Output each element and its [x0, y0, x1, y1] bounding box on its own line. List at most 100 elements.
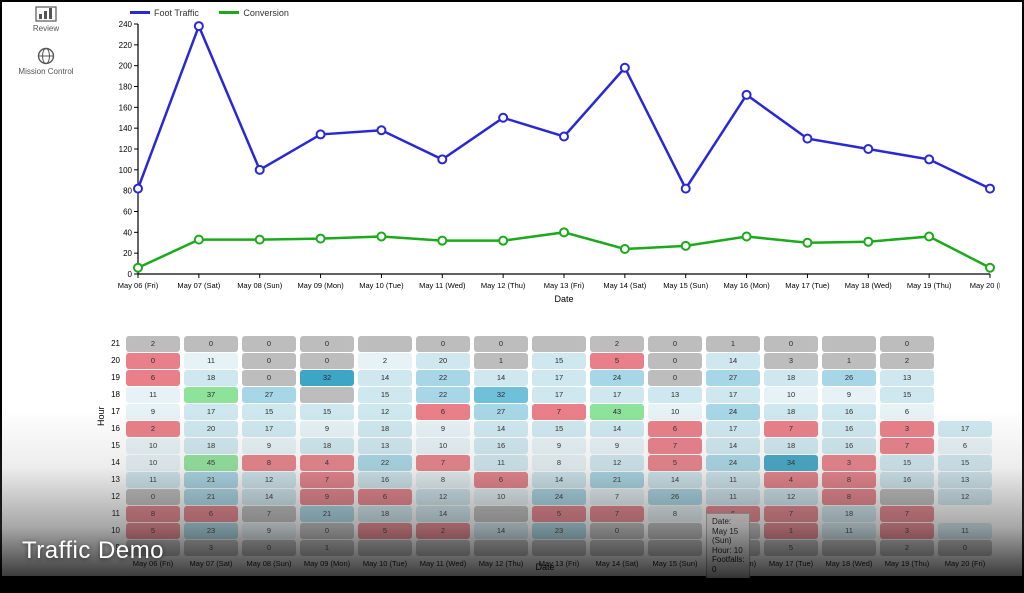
heatmap-cell[interactable]: 11	[126, 472, 180, 488]
heatmap-cell[interactable]: 2	[880, 353, 934, 369]
heatmap-cell[interactable]: 11	[126, 387, 180, 403]
heatmap-cell[interactable]: 3	[184, 540, 238, 556]
heatmap-cell[interactable]: 14	[590, 421, 644, 437]
heatmap-cell[interactable]: 15	[358, 387, 412, 403]
heatmap-cell[interactable]: 7	[764, 421, 818, 437]
heatmap-cell[interactable]: 10	[648, 404, 702, 420]
heatmap-cell[interactable]: 1	[474, 353, 528, 369]
heatmap-cell[interactable]: 18	[358, 421, 412, 437]
heatmap-cell[interactable]: 7	[880, 438, 934, 454]
heatmap-cell[interactable]: 1	[764, 523, 818, 539]
heatmap-cell[interactable]: 2	[126, 421, 180, 437]
heatmap-cell[interactable]: 0	[938, 540, 992, 556]
heatmap-cell[interactable]: 9	[126, 404, 180, 420]
heatmap-cell[interactable]: 1	[822, 353, 876, 369]
heatmap-cell[interactable]: 9	[300, 489, 354, 505]
heatmap-cell[interactable]: 6	[184, 506, 238, 522]
heatmap-cell[interactable]: 24	[706, 455, 760, 471]
heatmap-cell[interactable]: 0	[764, 336, 818, 352]
heatmap-cell[interactable]: 9	[822, 387, 876, 403]
heatmap-cell[interactable]: 26	[648, 489, 702, 505]
heatmap-cell[interactable]: 14	[706, 353, 760, 369]
heatmap-cell[interactable]: 17	[242, 421, 296, 437]
heatmap-cell[interactable]: 7	[300, 472, 354, 488]
heatmap-cell[interactable]: 11	[474, 455, 528, 471]
heatmap-cell[interactable]: 8	[242, 455, 296, 471]
heatmap-cell[interactable]	[880, 489, 934, 505]
heatmap-cell[interactable]: 15	[532, 421, 586, 437]
heatmap-cell[interactable]: 14	[474, 370, 528, 386]
heatmap-cell[interactable]: 2	[880, 540, 934, 556]
heatmap-cell[interactable]: 0	[300, 353, 354, 369]
heatmap-cell[interactable]: 2	[590, 336, 644, 352]
heatmap-cell[interactable]: 27	[242, 387, 296, 403]
heatmap-cell[interactable]: 3	[764, 353, 818, 369]
heatmap-cell[interactable]: 18	[184, 438, 238, 454]
heatmap-cell[interactable]: 8	[416, 472, 470, 488]
heatmap-cell[interactable]: 14	[474, 523, 528, 539]
heatmap-cell[interactable]: 7	[764, 506, 818, 522]
heatmap-cell[interactable]: 0	[126, 353, 180, 369]
heatmap-cell[interactable]: 2	[358, 353, 412, 369]
heatmap-cell[interactable]: 15	[880, 387, 934, 403]
heatmap-cell[interactable]: 23	[184, 523, 238, 539]
heatmap-cell[interactable]: 18	[300, 438, 354, 454]
heatmap-cell[interactable]: 0	[648, 336, 702, 352]
line-chart[interactable]: 020406080100120140160180200220240May 06 …	[90, 16, 1000, 308]
heatmap-cell[interactable]: 45	[184, 455, 238, 471]
heatmap-cell[interactable]: 16	[822, 421, 876, 437]
heatmap-cell[interactable]: 23	[532, 523, 586, 539]
heatmap-cell[interactable]: 17	[532, 387, 586, 403]
heatmap-cell[interactable]: 0	[300, 336, 354, 352]
heatmap-cell[interactable]: 11	[184, 353, 238, 369]
heatmap-cell[interactable]: 7	[590, 489, 644, 505]
heatmap-cell[interactable]: 15	[880, 455, 934, 471]
heatmap-cell[interactable]: 22	[358, 455, 412, 471]
heatmap-cell[interactable]: 12	[590, 455, 644, 471]
heatmap-cell[interactable]: 12	[358, 404, 412, 420]
heatmap-cell[interactable]: 17	[184, 404, 238, 420]
heatmap-cell[interactable]: 4	[764, 472, 818, 488]
heatmap-cell[interactable]: 17	[532, 370, 586, 386]
heatmap-cell[interactable]: 27	[706, 370, 760, 386]
heatmap-cell[interactable]: 18	[764, 438, 818, 454]
heatmap-cell[interactable]: 16	[880, 472, 934, 488]
heatmap-cell[interactable]: 16	[358, 472, 412, 488]
heatmap-cell[interactable]: 21	[184, 472, 238, 488]
sidebar-item-review[interactable]: Review	[2, 6, 90, 33]
heatmap-cell[interactable]: 8	[822, 472, 876, 488]
heatmap-cell[interactable]: 8	[126, 506, 180, 522]
heatmap-cell[interactable]: 7	[880, 506, 934, 522]
heatmap-cell[interactable]: 21	[184, 489, 238, 505]
heatmap-cell[interactable]: 9	[532, 438, 586, 454]
heatmap-cell[interactable]: 18	[822, 506, 876, 522]
heatmap-cell[interactable]: 9	[242, 438, 296, 454]
heatmap-cell[interactable]: 7	[532, 404, 586, 420]
heatmap-cell[interactable]	[822, 336, 876, 352]
heatmap-cell[interactable]	[822, 540, 876, 556]
heatmap-cell[interactable]: 16	[474, 438, 528, 454]
heatmap-cell[interactable]: 5	[358, 523, 412, 539]
heatmap-cell[interactable]	[532, 540, 586, 556]
heatmap-cell[interactable]: 10	[764, 387, 818, 403]
heatmap-cell[interactable]	[474, 506, 528, 522]
heatmap-cell[interactable]: 0	[648, 353, 702, 369]
heatmap-cell[interactable]: 26	[822, 370, 876, 386]
heatmap-cell[interactable]: 10	[126, 455, 180, 471]
heatmap-cell[interactable]: 9	[242, 523, 296, 539]
heatmap-cell[interactable]: 13	[648, 387, 702, 403]
heatmap-cell[interactable]: 20	[416, 353, 470, 369]
heatmap-cell[interactable]: 9	[416, 421, 470, 437]
heatmap-cell[interactable]: 13	[938, 472, 992, 488]
heatmap-cell[interactable]: 0	[590, 523, 644, 539]
heatmap-cell[interactable]: 27	[474, 404, 528, 420]
heatmap-cell[interactable]: 34	[764, 455, 818, 471]
heatmap-cell[interactable]: 14	[648, 472, 702, 488]
heatmap-cell[interactable]	[648, 540, 702, 556]
heatmap-cell[interactable]: 13	[880, 370, 934, 386]
heatmap-cell[interactable]: 0	[416, 336, 470, 352]
heatmap-cell[interactable]: 11	[938, 523, 992, 539]
heatmap-cell[interactable]: 0	[242, 336, 296, 352]
heatmap-cell[interactable]: 0	[184, 336, 238, 352]
heatmap-cell[interactable]: 14	[474, 421, 528, 437]
